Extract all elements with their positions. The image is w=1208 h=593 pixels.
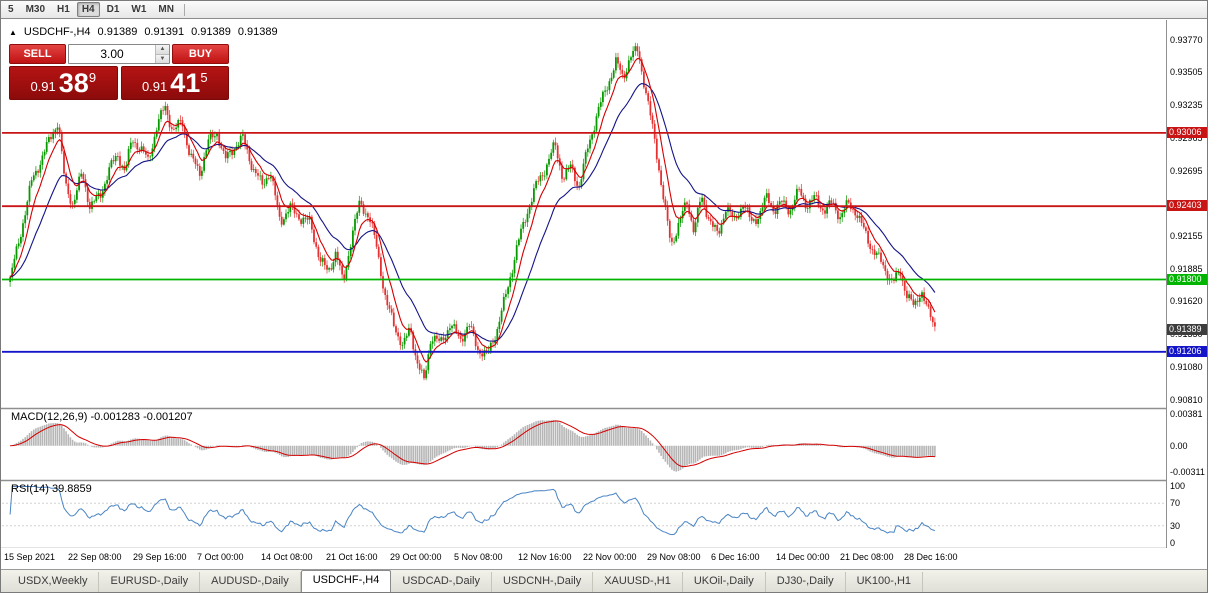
sell-price-pip-digit: 9 [88,70,97,85]
volume-decrease-icon[interactable]: ▼ [156,54,169,63]
tab-usdcad-daily[interactable]: USDCAD-,Daily [391,572,492,592]
time-axis-label: 22 Nov 00:00 [583,552,637,562]
price-tick-label: 0.91620 [1170,296,1203,306]
chart-tabbar: USDX,Weekly EURUSD-,Daily AUDUSD-,Daily USD… [1,569,1207,592]
price-axis[interactable]: 0.93770 0.93505 0.93235 0.92965 0.92695 0.924… [1167,20,1207,548]
timeframe-button-m30[interactable]: M30 [25,4,46,15]
tab-xauusd-h1[interactable]: XAUUSD-,H1 [593,572,683,592]
time-axis-label: 28 Dec 16:00 [904,552,958,562]
time-axis-label: 6 Dec 16:00 [711,552,760,562]
price-tick-label: 0.91080 [1170,362,1203,372]
rsi-tick-label: 100 [1170,481,1186,491]
buy-price-prefix: 0.91 [141,79,168,94]
timeframe-button-h1[interactable]: H1 [57,4,70,15]
macd-indicator-label: MACD(12,26,9) -0.001283 -0.001207 [11,411,193,423]
time-axis-label: 14 Dec 00:00 [776,552,830,562]
time-axis-label: 29 Oct 00:00 [390,552,442,562]
price-tick-label: 0.93505 [1170,67,1203,77]
price-tick-label: 0.93770 [1170,35,1203,45]
sell-price-big-digits: 38 [58,68,89,99]
tab-uk100-h1[interactable]: UK100-,H1 [846,572,924,592]
rsi-indicator-label: RSI(14) 39.8859 [11,483,92,495]
buy-button[interactable]: BUY [172,44,229,64]
timeframe-button-mn[interactable]: MN [158,4,174,15]
tab-usdx-weekly[interactable]: USDX,Weekly [7,572,100,592]
price-tick-label: 0.92695 [1170,166,1203,176]
low-value: 0.91389 [191,26,231,38]
tab-usdcnh-daily[interactable]: USDCNH-,Daily [492,572,594,592]
price-level-tag: 0.92403 [1167,200,1207,211]
time-axis-label: 29 Sep 16:00 [133,552,187,562]
tab-usdchf-h4[interactable]: USDCHF-,H4 [300,570,392,592]
price-tick-label: 0.90810 [1170,395,1203,405]
chart-canvas[interactable] [1,20,1207,569]
ma-fast-line [9,58,936,363]
open-value: 0.91389 [97,26,138,38]
time-axis-label: 15 Sep 2021 [4,552,56,562]
time-axis-label: 22 Sep 08:00 [68,552,122,562]
volume-spinner: ▲ ▼ [155,45,169,63]
one-click-trade-panel: SELL ▲ ▼ BUY 0.91 38 9 0.91 [9,44,229,100]
rsi-tick-label: 0 [1170,538,1176,548]
candles-down-bodies [37,46,936,379]
volume-control: ▲ ▼ [68,44,170,64]
sell-button[interactable]: SELL [9,44,66,64]
sell-price-prefix: 0.91 [30,79,56,94]
price-tick-label: 0.92965 [1170,133,1203,143]
time-axis-label: 29 Nov 08:00 [647,552,701,562]
macd-signal-line [10,420,935,468]
tab-audusd-daily[interactable]: AUDUSD-,Daily [200,572,301,592]
rsi-tick-label: 30 [1170,521,1181,531]
chart-region: ▲ USDCHF-,H4 0.91389 0.91391 0.91389 0.9… [1,20,1207,569]
volume-increase-icon[interactable]: ▲ [156,45,169,55]
collapse-trade-panel-icon[interactable]: ▲ [9,27,17,37]
price-level-tag: 0.91206 [1167,346,1207,357]
tab-eurusd-daily[interactable]: EURUSD-,Daily [99,572,201,592]
toolbar-divider [183,3,185,16]
sell-price-display[interactable]: 0.91 38 9 [9,66,118,100]
close-value: 0.91389 [237,26,278,38]
macd-histogram [11,419,936,472]
time-axis-label: 7 Oct 00:00 [197,552,244,562]
price-tick-label: 0.93235 [1170,100,1203,110]
tab-ukoil-daily[interactable]: UKOil-,Daily [683,572,766,592]
symbol-label: USDCHF-,H4 [23,26,91,38]
time-axis-label: 21 Dec 08:00 [840,552,894,562]
macd-tick-label: 0.00 [1170,441,1188,451]
volume-input[interactable] [69,45,155,63]
buy-price-pip-digit: 5 [200,70,208,85]
buy-price-big-digits: 41 [170,68,201,99]
ma-slow-line [9,83,936,342]
timeframe-button-5[interactable]: 5 [8,4,14,15]
rsi-tick-label: 70 [1170,498,1181,508]
timeframe-button-h4[interactable]: H4 [76,2,100,17]
high-value: 0.91391 [144,26,185,38]
macd-tick-label: -0.00311 [1170,467,1205,477]
rsi-line [9,486,936,536]
time-axis-label: 14 Oct 08:00 [261,552,313,562]
timeframe-toolbar: 5 M30 H1 H4 D1 W1 MN [1,1,1207,19]
time-axis-label: 12 Nov 16:00 [518,552,572,562]
ohlc-header: ▲ USDCHF-,H4 0.91389 0.91391 0.91389 0.9… [9,26,278,38]
price-tick-label: 0.91885 [1170,264,1203,274]
tab-dj30-daily[interactable]: DJ30-,Daily [766,572,846,592]
current-price-tag: 0.91389 [1167,324,1207,335]
time-axis-label: 5 Nov 08:00 [454,552,503,562]
price-level-tag: 0.91800 [1167,274,1207,285]
price-tick-label: 0.92155 [1170,231,1203,241]
timeframe-button-w1[interactable]: W1 [131,4,147,15]
buy-price-display[interactable]: 0.91 41 5 [120,66,229,100]
time-axis[interactable]: 15 Sep 2021 22 Sep 08:00 29 Sep 16:00 7 Oct… [1,548,1207,569]
timeframe-button-d1[interactable]: D1 [106,4,120,15]
macd-tick-label: 0.00381 [1170,409,1203,419]
price-level-tag: 0.93006 [1167,127,1207,138]
time-axis-label: 21 Oct 16:00 [326,552,378,562]
